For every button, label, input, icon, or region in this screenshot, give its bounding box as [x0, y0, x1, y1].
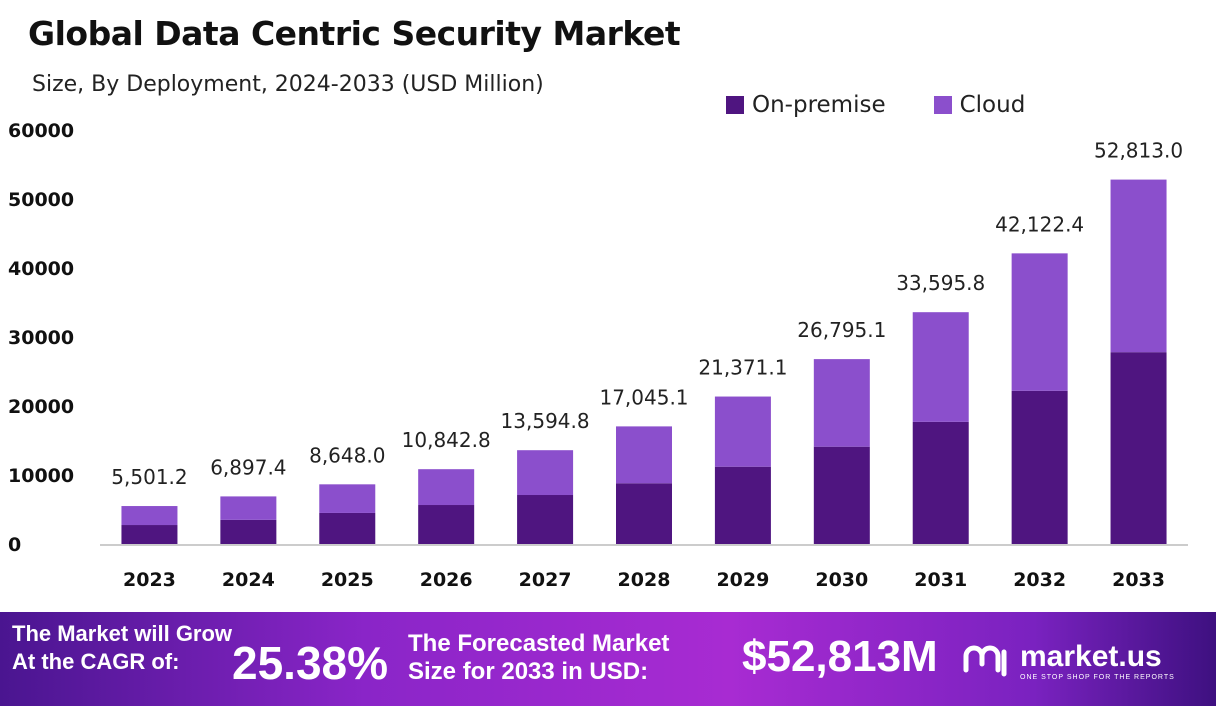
y-tick-label: 0 — [8, 534, 21, 556]
total-label: 42,122.4 — [995, 212, 1084, 236]
bar-on-premise-2023 — [121, 525, 178, 544]
x-tick-label: 2031 — [914, 569, 967, 591]
legend-label: On-premise — [752, 92, 886, 118]
x-tick-label: 2027 — [519, 569, 572, 591]
total-label: 33,595.8 — [896, 271, 985, 295]
x-tick-label: 2030 — [815, 569, 868, 591]
market-us-logo: market.us ONE STOP SHOP FOR THE REPORTS — [962, 640, 1175, 681]
bar-cloud-2032 — [1011, 253, 1068, 391]
total-label: 6,897.4 — [210, 455, 286, 479]
x-tick-label: 2029 — [716, 569, 769, 591]
bar-on-premise-2031 — [912, 421, 969, 544]
x-tick-label: 2028 — [618, 569, 671, 591]
total-label: 5,501.2 — [111, 465, 187, 489]
chart-subtitle: Size, By Deployment, 2024-2033 (USD Mill… — [32, 72, 544, 97]
bar-cloud-2023 — [121, 506, 178, 526]
bar-on-premise-2027 — [517, 495, 574, 544]
x-tick-label: 2025 — [321, 569, 374, 591]
y-tick-label: 40000 — [8, 258, 74, 280]
bar-on-premise-2025 — [319, 512, 376, 544]
footer-banner: The Market will Grow At the CAGR of: 25.3… — [0, 612, 1216, 706]
logo-icon — [963, 645, 1007, 676]
bar-on-premise-2024 — [220, 519, 277, 544]
bar-cloud-2030 — [813, 359, 870, 447]
legend-item-on-premise: On-premise — [726, 92, 886, 118]
total-label: 26,795.1 — [797, 318, 886, 342]
bar-on-premise-2029 — [714, 466, 771, 544]
total-label: 10,842.8 — [402, 428, 491, 452]
x-tick-label: 2026 — [420, 569, 473, 591]
x-tick-label: 2033 — [1112, 569, 1165, 591]
bar-cloud-2031 — [912, 312, 969, 422]
x-tick-label: 2023 — [123, 569, 176, 591]
total-label: 8,648.0 — [309, 443, 385, 467]
bar-on-premise-2030 — [813, 446, 870, 544]
total-label: 17,045.1 — [599, 385, 688, 409]
bar-on-premise-2028 — [616, 483, 672, 544]
y-tick-label: 10000 — [8, 465, 74, 487]
bar-chart: 0 10000 20000 30000 40000 50000 60000 5,501.2 20… — [8, 120, 1188, 591]
bar-cloud-2028 — [616, 426, 672, 484]
y-tick-label: 50000 — [8, 189, 74, 211]
total-label: 21,371.1 — [698, 356, 787, 380]
bar-on-premise-2033 — [1110, 352, 1167, 544]
bar-cloud-2024 — [220, 496, 277, 520]
bar-cloud-2027 — [517, 450, 574, 496]
cagr-label: The Market will Grow At the CAGR of: — [12, 621, 233, 674]
y-tick-label: 20000 — [8, 396, 74, 418]
bar-cloud-2033 — [1110, 179, 1167, 353]
bar-cloud-2025 — [319, 484, 376, 513]
total-label: 13,594.8 — [501, 409, 590, 433]
y-tick-label: 30000 — [8, 327, 74, 349]
bar-cloud-2026 — [418, 469, 475, 506]
x-tick-label: 2032 — [1013, 569, 1066, 591]
total-label: 52,813.0 — [1094, 139, 1183, 163]
bar-on-premise-2032 — [1011, 390, 1068, 544]
y-tick-label: 60000 — [8, 120, 74, 142]
chart-title: Global Data Centric Security Market — [28, 14, 681, 53]
forecast-label: The Forecasted Market Size for 2033 in US… — [408, 630, 670, 685]
forecast-value: $52,813M — [742, 632, 938, 681]
cagr-value: 25.38% — [232, 637, 389, 689]
legend-item-cloud: Cloud — [933, 92, 1026, 118]
legend: On-premise Cloud — [726, 92, 1025, 118]
x-tick-label: 2024 — [222, 569, 275, 591]
legend-label: Cloud — [959, 92, 1026, 118]
bar-on-premise-2026 — [418, 505, 475, 544]
bar-cloud-2029 — [714, 396, 771, 467]
